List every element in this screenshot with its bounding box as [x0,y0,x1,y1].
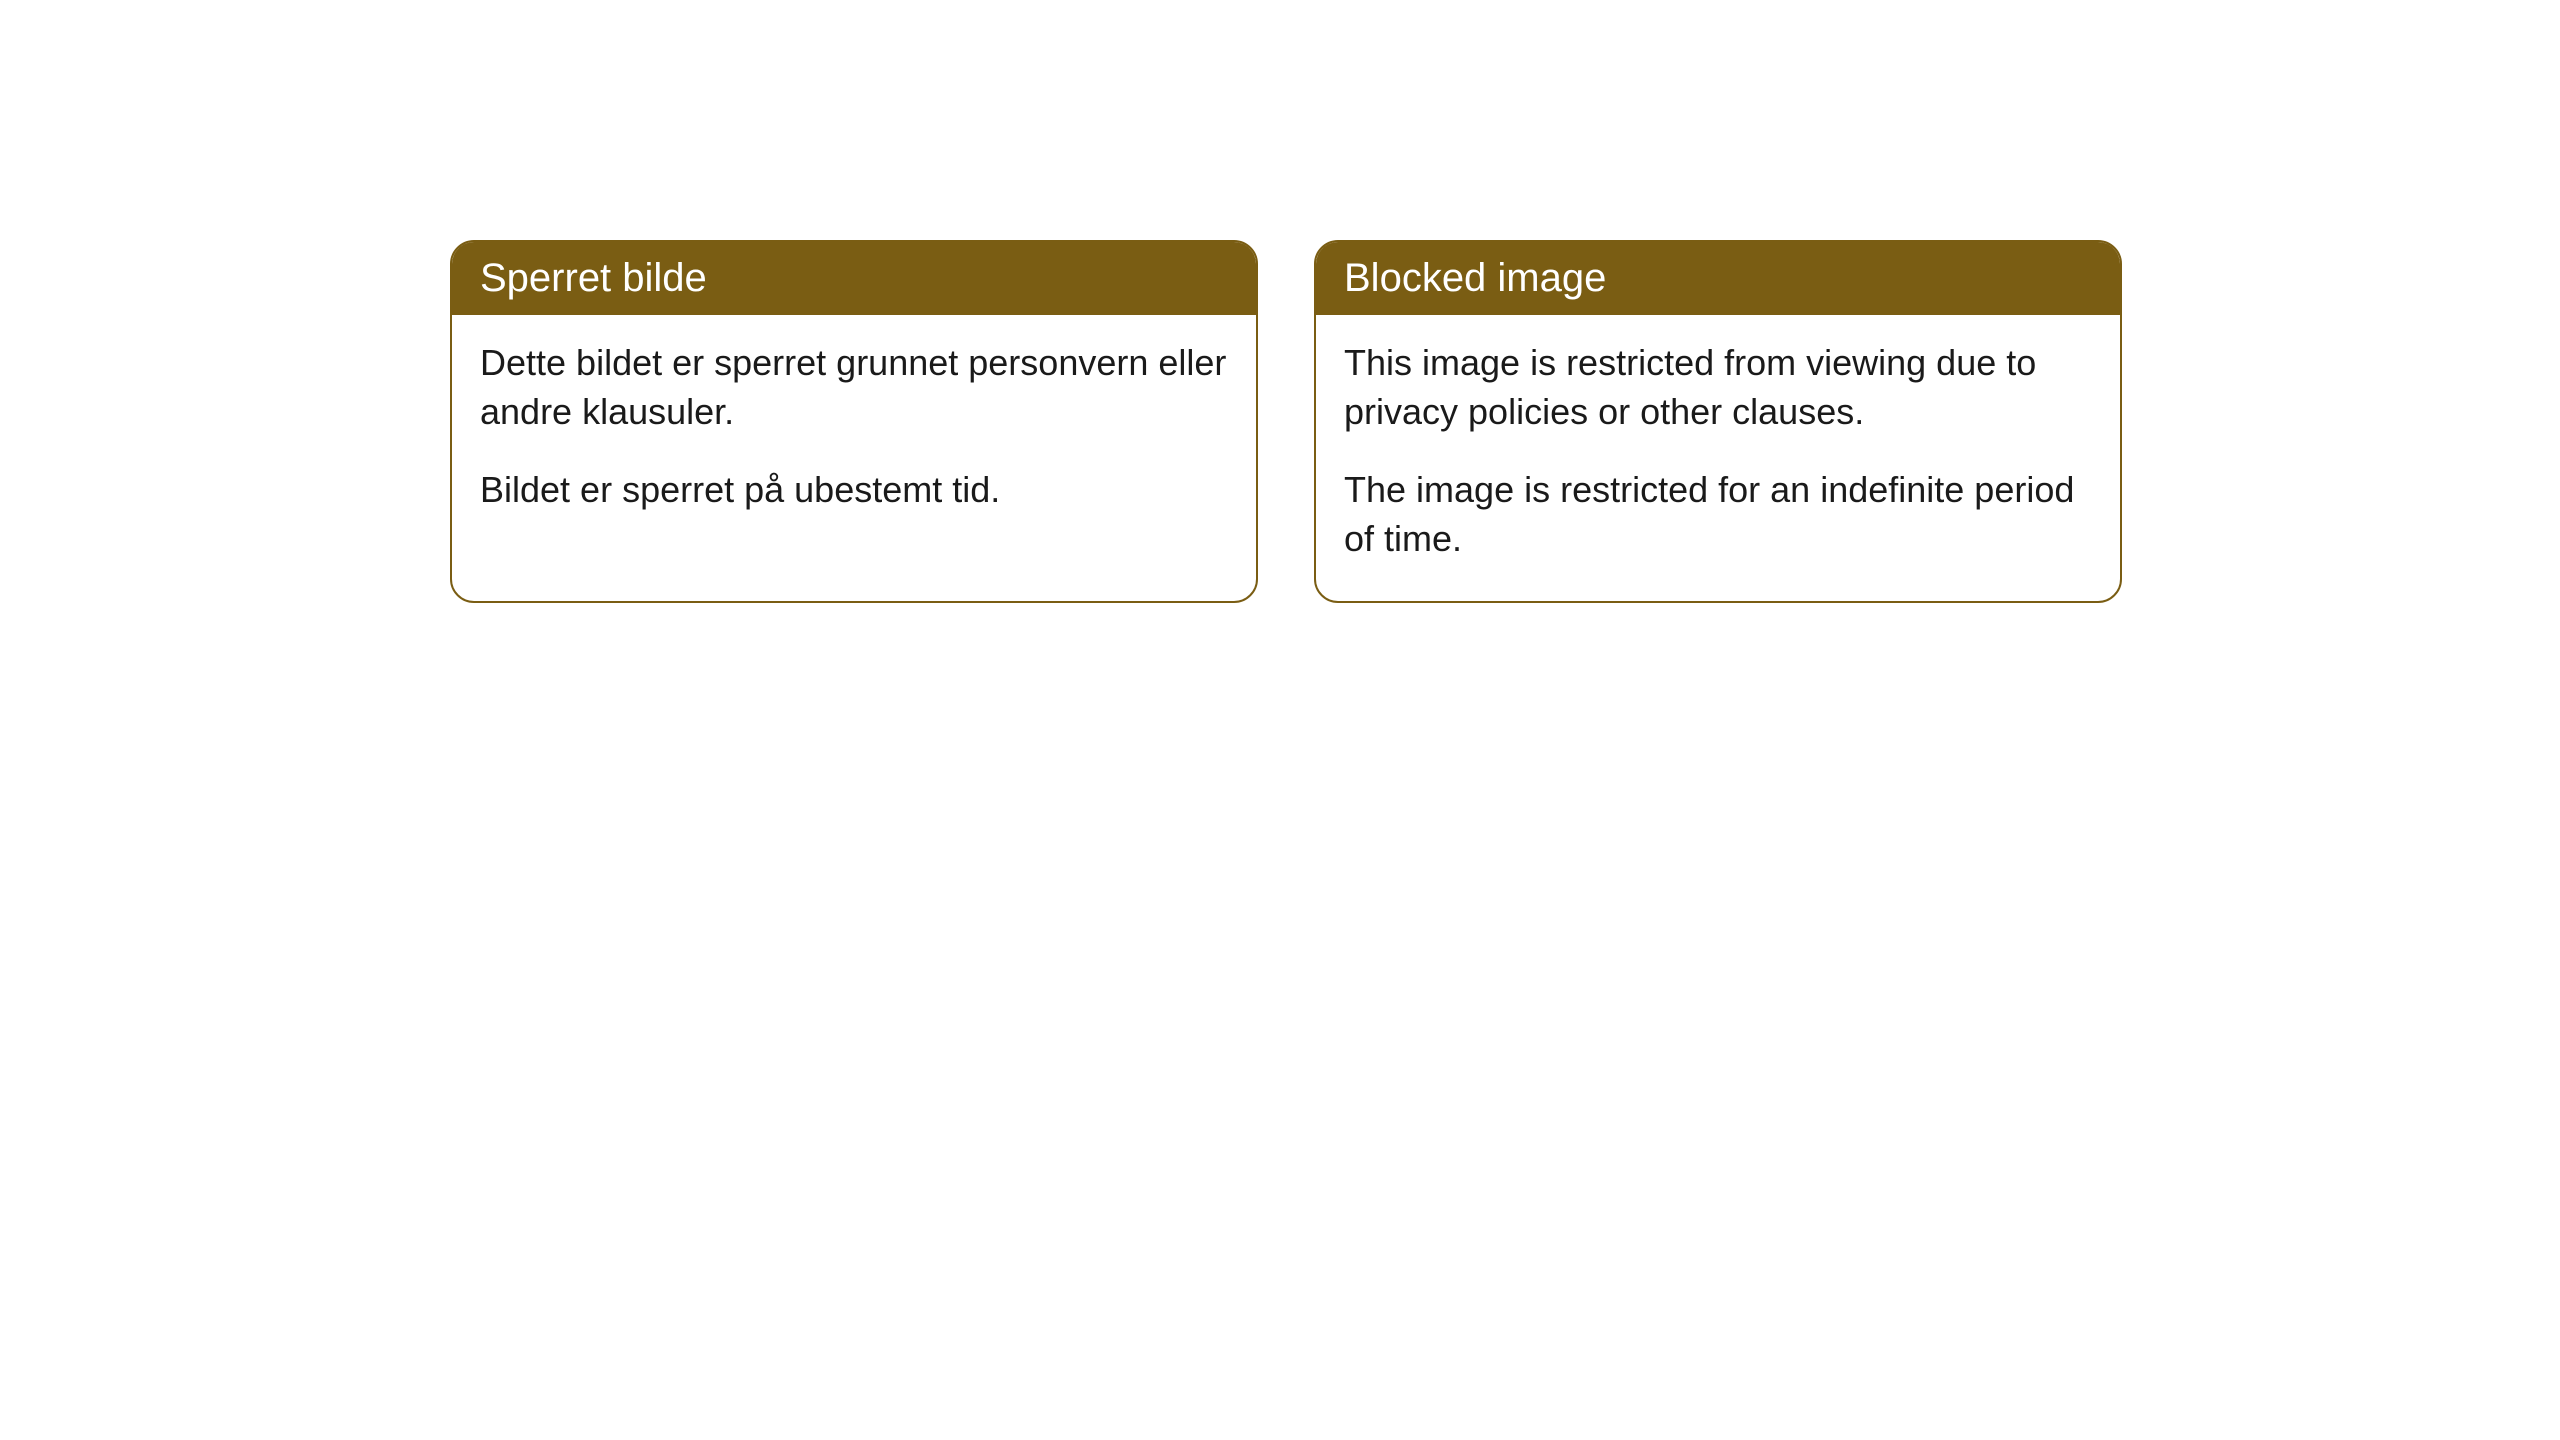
card-para2-en: The image is restricted for an indefinit… [1344,466,2092,563]
card-header-no: Sperret bilde [452,242,1256,315]
card-para2-no: Bildet er sperret på ubestemt tid. [480,466,1228,515]
cards-container: Sperret bilde Dette bildet er sperret gr… [0,0,2560,603]
blocked-image-card-no: Sperret bilde Dette bildet er sperret gr… [450,240,1258,603]
card-title-no: Sperret bilde [480,256,707,300]
card-header-en: Blocked image [1316,242,2120,315]
blocked-image-card-en: Blocked image This image is restricted f… [1314,240,2122,603]
card-title-en: Blocked image [1344,256,1606,300]
card-para1-no: Dette bildet er sperret grunnet personve… [480,339,1228,436]
card-para1-en: This image is restricted from viewing du… [1344,339,2092,436]
card-body-no: Dette bildet er sperret grunnet personve… [452,315,1256,553]
card-body-en: This image is restricted from viewing du… [1316,315,2120,601]
